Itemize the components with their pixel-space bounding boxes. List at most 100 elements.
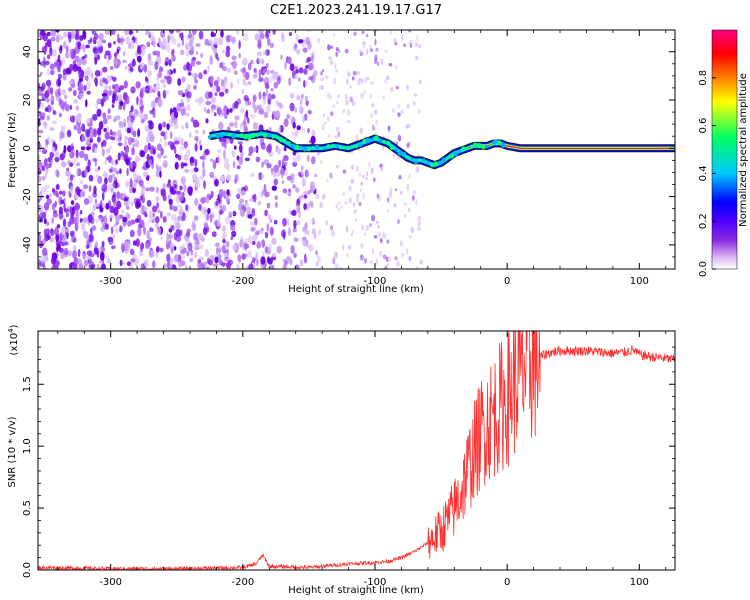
- noise-blob: [225, 195, 230, 203]
- noise-blob: [53, 210, 58, 214]
- noise-blob: [248, 263, 254, 269]
- noise-blob: [334, 135, 338, 139]
- noise-blob: [362, 193, 365, 200]
- noise-blob: [137, 128, 141, 138]
- noise-blob: [172, 117, 178, 124]
- noise-blob: [342, 244, 345, 252]
- noise-blob: [143, 64, 148, 73]
- noise-blob: [49, 127, 55, 131]
- noise-blob: [198, 204, 202, 211]
- signal-speckle: [449, 153, 455, 159]
- noise-blob: [267, 256, 270, 263]
- noise-blob: [334, 63, 337, 69]
- noise-blob: [89, 240, 93, 249]
- noise-blob: [355, 165, 359, 172]
- signal-speckle: [219, 133, 224, 138]
- noise-blob: [296, 94, 301, 101]
- noise-blob: [51, 203, 56, 211]
- noise-blob: [125, 180, 130, 188]
- noise-blob: [52, 140, 56, 145]
- noise-blob: [213, 37, 219, 46]
- noise-blob: [408, 30, 412, 33]
- signal-speckle: [378, 138, 383, 143]
- noise-blob: [395, 65, 398, 70]
- noise-blob: [81, 123, 86, 132]
- noise-blob: [370, 112, 373, 119]
- noise-blob: [113, 206, 119, 216]
- noise-blob: [167, 141, 173, 146]
- noise-blob: [251, 241, 256, 245]
- noise-blob: [226, 189, 230, 196]
- noise-blob: [210, 96, 216, 104]
- noise-blob: [76, 188, 80, 196]
- noise-blob: [280, 54, 283, 60]
- noise-blob: [63, 247, 69, 256]
- noise-blob: [238, 202, 243, 212]
- noise-blob: [222, 66, 228, 72]
- noise-blob: [82, 58, 87, 65]
- noise-blob: [92, 157, 98, 162]
- noise-blob: [203, 107, 207, 113]
- noise-blob: [231, 60, 238, 69]
- signal-speckle: [397, 151, 403, 156]
- noise-blob: [102, 183, 108, 193]
- noise-blob: [40, 71, 43, 76]
- noise-blob: [248, 81, 252, 85]
- noise-blob: [138, 179, 144, 187]
- noise-blob: [405, 124, 409, 129]
- noise-blob: [218, 121, 224, 130]
- noise-blob: [174, 146, 177, 155]
- noise-blob: [217, 155, 221, 164]
- noise-blob: [131, 219, 136, 225]
- noise-blob: [399, 240, 403, 247]
- noise-blob: [119, 101, 124, 106]
- colorbar-tick-label: 0.0: [698, 261, 709, 277]
- noise-blob: [64, 94, 68, 100]
- noise-blob: [129, 177, 133, 187]
- noise-blob: [397, 134, 402, 142]
- noise-blob: [309, 200, 314, 207]
- noise-blob: [310, 55, 314, 63]
- noise-blob: [173, 205, 178, 212]
- spectrogram-signal-track: [207, 129, 675, 170]
- noise-blob: [323, 193, 326, 198]
- noise-blob: [121, 59, 128, 64]
- noise-blob: [139, 91, 144, 99]
- noise-blob: [215, 247, 219, 256]
- noise-blob: [305, 65, 309, 69]
- noise-blob: [72, 159, 76, 165]
- noise-blob: [289, 63, 295, 72]
- noise-blob: [129, 66, 134, 72]
- noise-blob: [180, 108, 186, 116]
- noise-blob: [77, 66, 82, 74]
- noise-blob: [69, 63, 74, 72]
- noise-blob: [225, 262, 232, 269]
- noise-blob: [348, 185, 352, 192]
- colorbar-label: Normalized spectral amplitude: [738, 73, 749, 227]
- noise-blob: [59, 100, 66, 110]
- signal-speckle: [239, 133, 244, 138]
- noise-blob: [134, 108, 138, 115]
- noise-blob: [192, 119, 198, 128]
- noise-blob: [342, 108, 346, 114]
- noise-blob: [217, 218, 221, 227]
- noise-blob: [260, 256, 266, 265]
- noise-blob: [199, 175, 204, 180]
- noise-blob: [157, 69, 162, 79]
- noise-blob: [237, 187, 241, 194]
- noise-blob: [405, 248, 409, 255]
- noise-blob: [240, 67, 246, 73]
- noise-blob: [295, 69, 299, 74]
- noise-blob: [45, 164, 49, 170]
- noise-blob: [334, 251, 338, 258]
- noise-blob: [46, 115, 51, 121]
- noise-blob: [302, 226, 306, 233]
- noise-blob: [47, 85, 51, 93]
- noise-blob: [194, 158, 198, 168]
- noise-blob: [217, 148, 222, 153]
- noise-blob: [68, 34, 72, 43]
- noise-blob: [135, 51, 138, 58]
- noise-blob: [247, 250, 252, 260]
- noise-blob: [254, 69, 258, 77]
- noise-blob: [305, 81, 308, 87]
